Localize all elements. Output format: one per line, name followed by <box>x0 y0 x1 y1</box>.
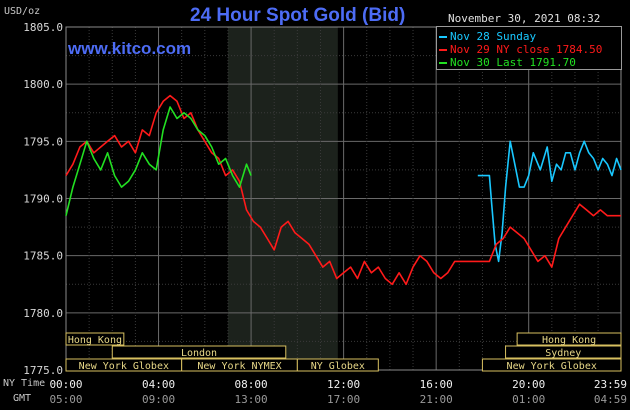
session-label: Hong Kong <box>542 335 596 346</box>
legend-label: Nov 28 Sunday <box>450 30 537 43</box>
legend-item-nov28: Nov 28 Sunday <box>436 30 618 43</box>
session-label: Sydney <box>545 348 581 359</box>
session-bar <box>111 345 287 359</box>
chart-timestamp: November 30, 2021 08:32 <box>448 12 601 25</box>
x-tick-label-ny: 23:59 <box>594 378 627 391</box>
x-tick-label-gmt: 05:00 <box>49 393 82 406</box>
legend-item-nov29: Nov 29 NY close 1784.50 <box>436 43 618 56</box>
legend-label: Nov 30 Last 1791.70 <box>450 56 576 69</box>
session-bar <box>505 345 622 359</box>
y-tick-label: 1785.0 <box>23 250 63 263</box>
x-tick-label-ny: 20:00 <box>512 378 545 391</box>
legend-swatch <box>439 49 447 51</box>
legend-label: Nov 29 NY close 1784.50 <box>450 43 603 56</box>
y-tick-label: 1800.0 <box>23 78 63 91</box>
y-tick-label: 1805.0 <box>23 21 63 34</box>
x-tick-label-ny: 04:00 <box>142 378 175 391</box>
series-line-3 <box>65 106 252 216</box>
session-label: New York Globex <box>79 361 169 372</box>
session-label: London <box>181 348 217 359</box>
session-label: New York NYMEX <box>197 361 281 372</box>
legend-swatch <box>439 62 447 64</box>
site-url[interactable]: www.kitco.com <box>68 39 192 58</box>
x-tick-label-gmt: 17:00 <box>327 393 360 406</box>
x-tick-label-gmt: 13:00 <box>235 393 268 406</box>
x-tick-label-ny: 00:00 <box>49 378 82 391</box>
series-line-1 <box>477 140 622 263</box>
gmt-label: GMT <box>13 393 32 404</box>
y-tick-label: 1795.0 <box>23 135 63 148</box>
session-bar <box>516 332 622 346</box>
legend <box>436 26 622 70</box>
session-bar <box>296 358 379 372</box>
series-line-2 <box>65 94 621 286</box>
y-tick-label: 1775.0 <box>23 364 63 377</box>
chart-grid <box>65 26 622 371</box>
session-label: Hong Kong <box>68 335 122 346</box>
x-tick-label-gmt: 01:00 <box>512 393 545 406</box>
ny-time-label: NY Time <box>3 378 46 389</box>
y-axis-unit-label: USD/oz <box>4 6 41 17</box>
x-tick-label-ny: 12:00 <box>327 378 360 391</box>
session-bar <box>65 332 125 346</box>
x-tick-label-gmt: 21:00 <box>420 393 453 406</box>
y-tick-label: 1780.0 <box>23 307 63 320</box>
price-series <box>65 94 622 286</box>
x-tick-label-gmt: 09:00 <box>142 393 175 406</box>
y-axis-tick-labels: 1775.0 1780.0 1785.0 1790.0 1795.0 1800.0 1805… <box>23 21 63 377</box>
x-tick-label-gmt: 04:59 <box>594 393 627 406</box>
x-tick-label-ny: 16:00 <box>420 378 453 391</box>
session-label: NY Globex <box>311 361 365 372</box>
y-tick-label: 1790.0 <box>23 193 63 206</box>
session-label: New York Globex <box>507 361 597 372</box>
x-axis-tick-labels: 00:00 04:00 08:00 12:00 16:00 20:00 23:59 05:00… <box>49 378 627 406</box>
chart-title: 24 Hour Spot Gold (Bid) <box>190 5 406 26</box>
trading-session-bars: Hong Kong London New York Globex New York N… <box>65 332 622 372</box>
legend-swatch <box>439 36 447 38</box>
session-bar <box>481 358 622 372</box>
legend-item-nov30: Nov 30 Last 1791.70 <box>436 56 618 69</box>
x-tick-label-ny: 08:00 <box>235 378 268 391</box>
